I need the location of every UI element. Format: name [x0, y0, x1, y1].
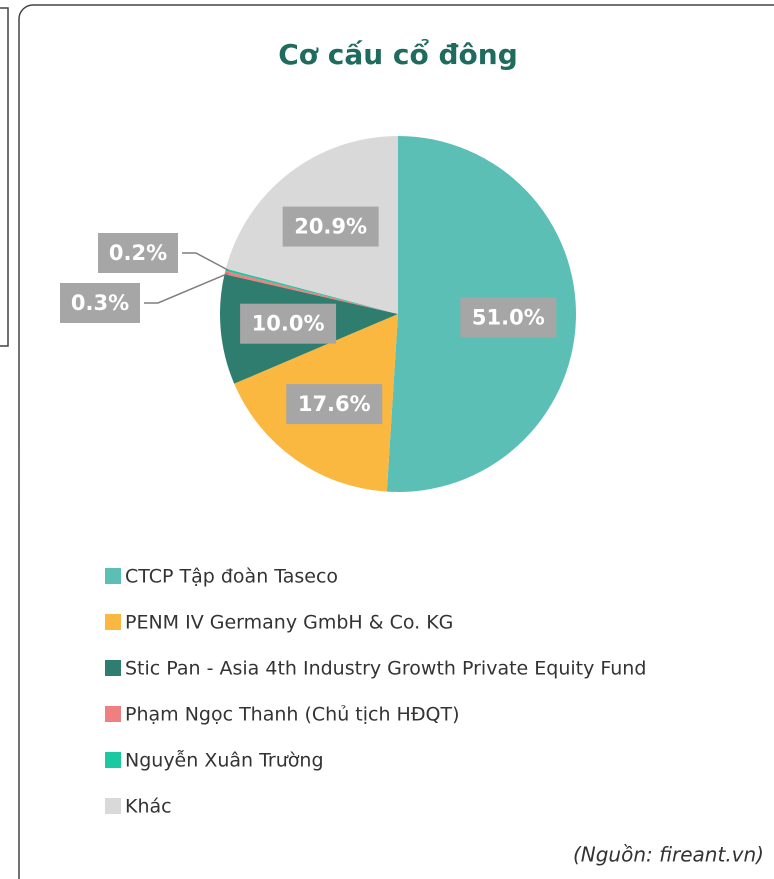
data-label-box — [98, 233, 178, 273]
data-label: 20.9% — [294, 215, 367, 239]
leader-line — [144, 272, 229, 304]
data-label: 0.3% — [71, 291, 129, 315]
data-label: 0.2% — [109, 241, 167, 265]
legend-label: Khác — [125, 796, 172, 818]
legend-label: CTCP Tập đoàn Taseco — [125, 566, 338, 588]
legend-swatch — [105, 798, 121, 814]
legend-label: Nguyễn Xuân Trường — [125, 749, 324, 772]
neighbor-card-edge — [0, 7, 9, 347]
data-label: 17.6% — [298, 392, 371, 416]
legend-label: Stic Pan - Asia 4th Industry Growth Priv… — [125, 658, 646, 680]
legend-swatch — [105, 660, 121, 676]
data-label: 10.0% — [252, 312, 325, 336]
pie-slice — [224, 270, 398, 314]
legend-swatch — [105, 752, 121, 768]
legend-swatch — [105, 614, 121, 630]
data-label-box — [282, 206, 379, 247]
pie-slice — [225, 268, 398, 314]
leader-line — [182, 252, 230, 272]
chart-title: Cơ cấu cổ đông — [278, 37, 518, 71]
data-label-box — [460, 297, 557, 338]
legend-swatch — [105, 568, 121, 584]
data-label: 51.0% — [472, 305, 545, 329]
legend-swatch — [105, 706, 121, 722]
legend-label: PENM IV Germany GmbH & Co. KG — [125, 612, 453, 634]
data-label-box — [286, 384, 383, 425]
legend-label: Phạm Ngọc Thanh (Chủ tịch HĐQT) — [125, 704, 460, 726]
data-label-box — [240, 303, 337, 344]
source-note: (Nguồn: fireant.vn) — [573, 843, 764, 867]
data-label-box — [60, 283, 140, 323]
